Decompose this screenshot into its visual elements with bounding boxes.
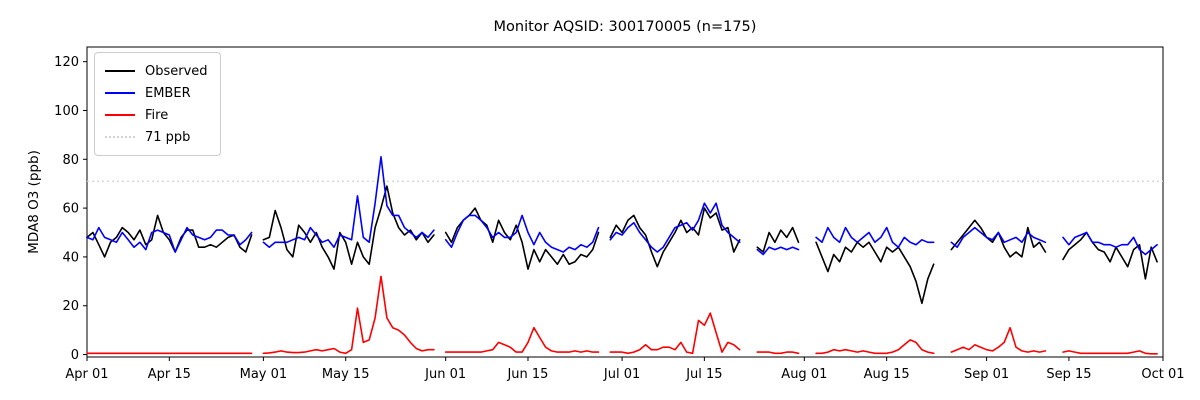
x-axis-tick-label: Sep 15 [1046, 367, 1091, 382]
x-axis-tick-label: Jul 01 [603, 367, 640, 382]
chart-title: Monitor AQSID: 300170005 (n=175) [494, 19, 757, 35]
x-axis-tick-label: Sep 01 [964, 367, 1009, 382]
y-axis-tick-label: 20 [62, 299, 79, 314]
y-axis-tick-label: 60 [62, 202, 79, 217]
x-axis-tick-label: Jun 01 [424, 367, 466, 382]
x-axis-tick-label: Aug 15 [864, 367, 910, 382]
observed-line [86, 185, 1158, 305]
legend-item-observed: Observed [105, 60, 208, 82]
fire-line-swatch [105, 114, 135, 116]
legend-label-threshold: 71 ppb [145, 129, 191, 145]
axes-layer: 0 20 40 60 80 100 120 Apr 01 Apr 15 May 01 May 15 J… [54, 46, 1185, 382]
legend-label-observed: Observed [145, 63, 208, 79]
x-axis-tick-label: Jun 15 [506, 367, 548, 382]
legend-item-ember: EMBER [105, 82, 208, 104]
x-axis-tick-label: Jul 15 [685, 367, 722, 382]
legend-label-fire: Fire [145, 107, 169, 123]
x-axis-tick-label: May 01 [240, 367, 288, 382]
legend: Observed EMBER Fire 71 ppb [94, 52, 221, 156]
fire-line [86, 275, 1158, 355]
y-axis-tick-label: 120 [54, 55, 79, 70]
x-axis-tick-label: Aug 01 [781, 367, 827, 382]
plot-border [86, 46, 1164, 358]
y-axis-tick-label: 80 [62, 153, 79, 168]
x-axis-tick-label: Apr 15 [148, 367, 191, 382]
ember-line-swatch [105, 92, 135, 94]
x-axis-tick-label: Oct 01 [1141, 367, 1184, 382]
legend-label-ember: EMBER [145, 85, 191, 101]
observed-line-swatch [105, 70, 135, 72]
y-axis-tick-label: 40 [62, 250, 79, 265]
legend-item-threshold: 71 ppb [105, 126, 208, 148]
x-axis-tick-label: Apr 01 [65, 367, 108, 382]
x-axis-tick-label: May 15 [322, 367, 370, 382]
ember-line [86, 156, 1158, 256]
legend-item-fire: Fire [105, 104, 208, 126]
y-axis-tick-label: 100 [54, 104, 79, 119]
y-axis-tick-label: 0 [71, 348, 79, 363]
threshold-line-swatch [105, 136, 135, 138]
y-axis-label: MDA8 O3 (ppb) [26, 150, 42, 254]
series-layer [86, 156, 1163, 355]
